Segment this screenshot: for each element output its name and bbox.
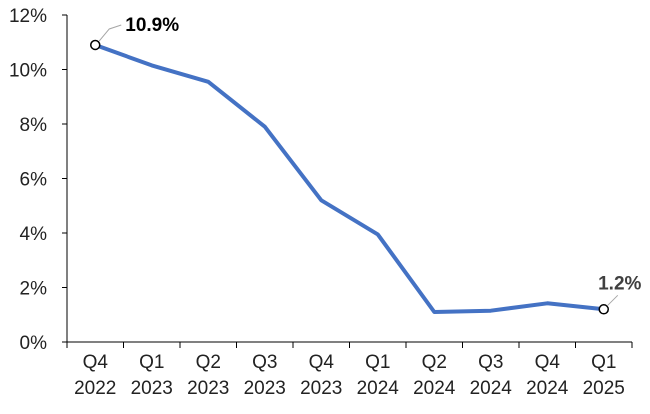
x-category-year: 2023: [300, 378, 342, 399]
x-category-label: Q4 2023: [300, 352, 342, 399]
y-axis: 0% 2% 4% 6% 8% 10% 12%: [9, 6, 68, 354]
y-tick-label: 2%: [20, 279, 48, 300]
leader-line: [607, 294, 619, 306]
x-category-label: Q1 2024: [357, 352, 400, 399]
y-tick-label: 12%: [9, 6, 47, 27]
x-category-quarter: Q1: [365, 352, 390, 373]
x-category-year: 2024: [357, 378, 400, 399]
x-category-year: 2024: [413, 378, 456, 399]
x-category-quarter: Q3: [252, 352, 277, 373]
markers: [90, 39, 609, 315]
data-label: 1.2%: [598, 273, 641, 294]
data-label: 10.9%: [125, 15, 179, 36]
y-tick-label: 0%: [20, 333, 48, 354]
x-category-label: Q4 2024: [526, 352, 569, 399]
x-category-label: Q3 2023: [244, 352, 286, 399]
x-category-quarter: Q4: [535, 352, 561, 373]
x-category-quarter: Q4: [309, 352, 335, 373]
x-category-year: 2024: [470, 378, 513, 399]
annotations: 10.9% 1.2%: [98, 15, 642, 306]
y-tick-label: 10%: [9, 61, 47, 82]
x-category-year: 2023: [131, 378, 173, 399]
series-polyline: [93, 43, 606, 314]
x-category-year: 2024: [526, 378, 569, 399]
series-line: [93, 43, 606, 314]
x-category-quarter: Q1: [591, 352, 616, 373]
x-category-quarter: Q1: [139, 352, 164, 373]
y-tick-label: 4%: [20, 224, 48, 245]
y-tick-label: 6%: [20, 170, 48, 191]
x-category-label: Q1 2025: [583, 352, 625, 399]
x-category-quarter: Q2: [196, 352, 221, 373]
x-category-quarter: Q3: [478, 352, 503, 373]
x-category-label: Q2 2023: [187, 352, 229, 399]
x-category-quarter: Q4: [83, 352, 109, 373]
leader-line: [98, 24, 122, 42]
x-category-year: 2022: [74, 378, 116, 399]
x-category-year: 2023: [244, 378, 286, 399]
y-tick-label: 8%: [20, 115, 48, 136]
x-category-label: Q4 2022: [74, 352, 116, 399]
x-category-year: 2023: [187, 378, 229, 399]
x-category-label: Q1 2023: [131, 352, 173, 399]
data-point-marker: [90, 39, 101, 51]
x-category-label: Q2 2024: [413, 352, 456, 399]
x-category-label: Q3 2024: [470, 352, 513, 399]
x-category-year: 2025: [583, 378, 625, 399]
data-point-marker: [598, 304, 609, 315]
x-axis: Q4 2022 Q1 2023 Q2 2023 Q3 2023 Q4 2023 Q1 2024 Q2 20…: [66, 341, 633, 399]
x-category-quarter: Q2: [422, 352, 447, 373]
